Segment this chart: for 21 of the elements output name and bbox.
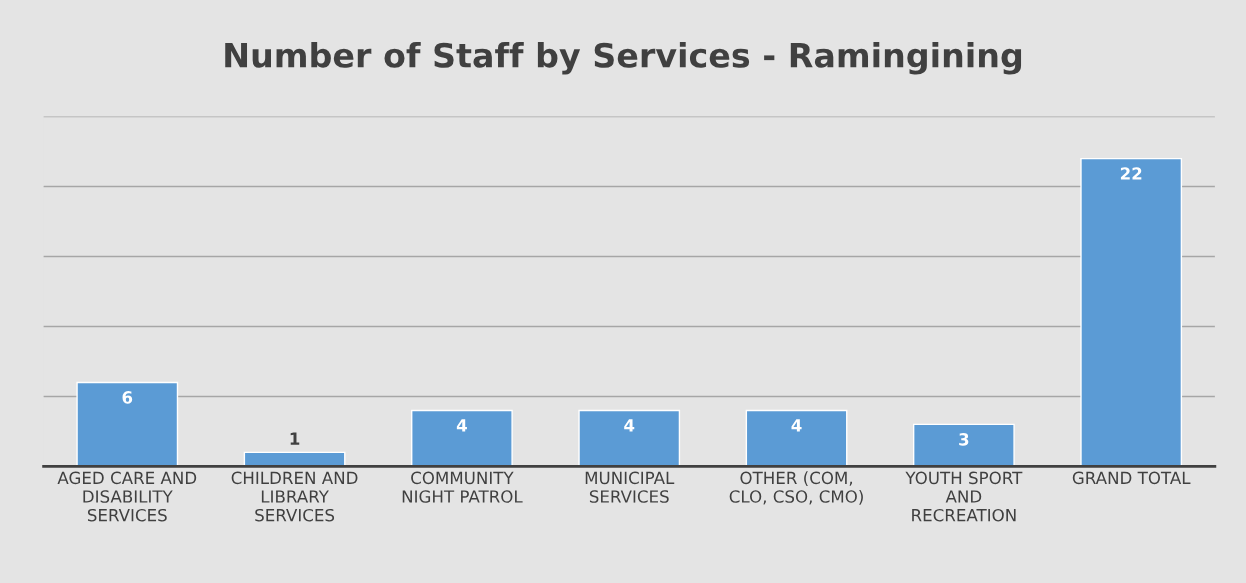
bar [411, 409, 513, 467]
bar [912, 423, 1015, 467]
x-tick-label: COMMUNITY NIGHT PATROL [402, 471, 523, 503]
data-label: 6 [122, 391, 133, 404]
data-label: 1 [290, 432, 300, 445]
bar [76, 381, 179, 467]
x-tick-label: MUNICIPAL SERVICES [585, 471, 675, 503]
data-label: 4 [456, 419, 467, 432]
x-tick-label: AGED CARE AND DISABILITY SERVICES [57, 471, 197, 522]
data-label: 4 [791, 419, 802, 432]
x-tick-label: GRAND TOTAL [1072, 471, 1191, 485]
x-tick-label: OTHER (COM, CLO, CSO, CMO) [729, 471, 863, 505]
data-label: 3 [959, 433, 969, 446]
x-tick-label: YOUTH SPORT AND RECREATION [905, 471, 1023, 522]
x-tick-label: CHILDREN AND LIBRARY SERVICES [231, 471, 358, 522]
bar [1080, 157, 1183, 467]
bar [745, 409, 848, 467]
data-label: 4 [624, 419, 635, 432]
data-label: 22 [1120, 167, 1142, 180]
chart-title: Number of Staff by Services - Ramingining [225, 42, 1022, 75]
bar [578, 409, 681, 467]
